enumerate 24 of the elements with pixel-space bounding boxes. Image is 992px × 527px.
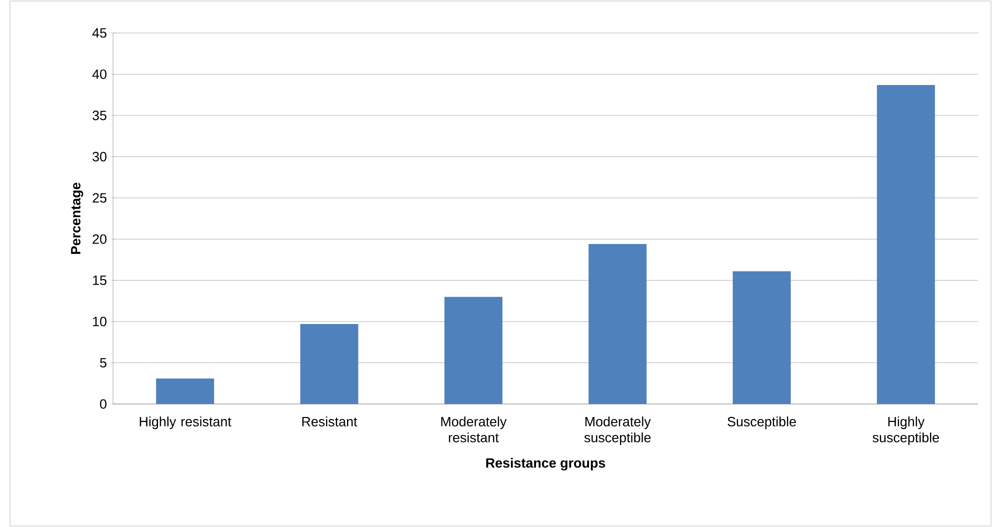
x-tick-label: Moderately resistant: [441, 416, 507, 442]
y-tick-label: 35: [92, 110, 106, 120]
y-tick-label: 10: [93, 316, 106, 326]
y-tick-label: 30: [92, 152, 106, 162]
y-tick-label: 5: [100, 358, 106, 368]
x-tick-label: Resistant: [302, 416, 358, 426]
y-tick-label: 20: [92, 234, 106, 244]
y-axis-title: Percentage: [71, 182, 84, 254]
bar: [444, 296, 502, 404]
bar: [300, 324, 358, 404]
x-tick-label: Highly susceptible: [872, 416, 939, 446]
x-tick-label: Moderately susceptible: [584, 416, 651, 446]
y-tick-label: 0: [100, 399, 106, 409]
x-axis-title: Resistance groups: [486, 458, 606, 470]
bar: [588, 244, 647, 404]
bar: [156, 378, 214, 404]
y-tick-label: 25: [92, 193, 106, 203]
y-tick-label: 40: [92, 69, 106, 79]
bar: [732, 271, 791, 404]
x-tick-label: Highly resistant: [140, 416, 232, 430]
y-tick-label: 45: [92, 28, 106, 38]
bar: [876, 84, 935, 404]
y-tick-label: 15: [93, 276, 106, 286]
x-tick-label: Susceptible: [728, 416, 796, 430]
